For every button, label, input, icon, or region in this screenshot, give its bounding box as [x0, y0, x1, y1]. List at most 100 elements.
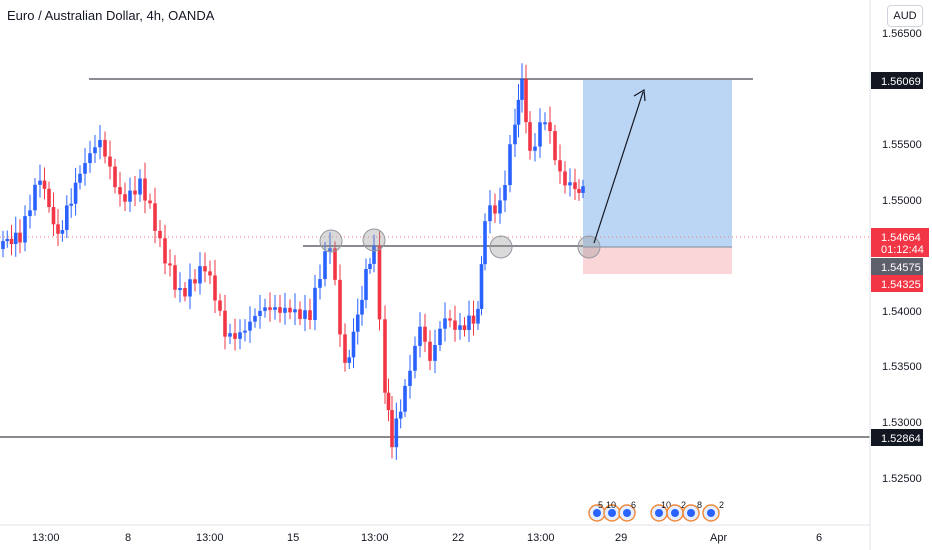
candle-body [548, 122, 552, 132]
candle-body [377, 245, 382, 320]
price-tick: 1.53000 [882, 417, 922, 429]
candle-body [488, 205, 492, 222]
candle-body [168, 263, 172, 266]
candle-body [538, 122, 542, 147]
candle-body [123, 194, 127, 202]
candle-body [479, 264, 484, 309]
svg-text:1.56069: 1.56069 [881, 76, 921, 88]
svg-text:1.54325: 1.54325 [881, 279, 921, 291]
currency-button[interactable]: AUD [887, 5, 923, 27]
candle-body [253, 315, 257, 322]
candle-body [577, 189, 581, 193]
candle-body [1, 241, 5, 250]
candle-body [188, 279, 192, 297]
touch-marker[interactable] [362, 228, 386, 252]
event-count: 5 [598, 500, 603, 510]
candle-body [563, 171, 567, 186]
touch-marker[interactable] [489, 235, 513, 259]
candle-body [398, 411, 403, 419]
candle-body [520, 79, 524, 100]
entry-price-label: 1.54575 [871, 258, 923, 275]
candle-body [273, 307, 277, 310]
candle-body [13, 232, 18, 245]
candle-body [143, 178, 147, 201]
event-icon[interactable] [603, 504, 621, 522]
event-icon[interactable] [682, 504, 700, 522]
candle-body [118, 187, 122, 195]
event-icon[interactable] [666, 504, 684, 522]
candle-body [498, 200, 502, 214]
candle-body [360, 299, 364, 315]
resistance-price-label: 1.56069 [871, 72, 923, 89]
candle-body [278, 307, 282, 313]
candle-body [408, 370, 412, 386]
candle-body [93, 147, 97, 154]
candle-body [173, 265, 177, 290]
candle-body [298, 309, 302, 319]
candle-body [483, 221, 487, 265]
candle-body [128, 190, 132, 202]
candle-body [38, 180, 42, 185]
candle-body [318, 279, 322, 288]
svg-text:01:12:44: 01:12:44 [881, 244, 924, 256]
candle-body [69, 203, 73, 206]
candle-body [403, 385, 407, 412]
candle-body [153, 203, 157, 231]
touch-marker[interactable] [319, 229, 343, 253]
candle-body [223, 310, 227, 337]
price-tick: 1.54000 [882, 306, 922, 318]
candle-body [438, 328, 442, 346]
price-tick: 1.52500 [882, 473, 922, 485]
time-tick: 8 [125, 532, 131, 544]
event-icon[interactable] [702, 504, 720, 522]
candles [1, 63, 585, 460]
candle-body [364, 268, 368, 300]
candle-body [558, 160, 562, 172]
candle-body [138, 178, 142, 195]
candle-body [347, 357, 352, 363]
event-count: 6 [631, 500, 636, 510]
time-axis[interactable]: 13:00 8 13:00 15 13:00 22 13:00 29 Apr 6 [0, 524, 870, 544]
candle-body [233, 333, 237, 339]
candle-body [98, 139, 102, 148]
candle-body [368, 263, 372, 269]
event-count: 10 [661, 500, 671, 510]
event-count: 8 [697, 500, 702, 510]
candle-body [203, 266, 207, 272]
time-tick: 22 [452, 532, 464, 544]
touch-markers [319, 228, 601, 259]
target-zone[interactable] [583, 80, 732, 247]
time-tick: Apr [710, 532, 727, 544]
price-axis[interactable]: 1.56500 1.55500 1.55000 1.54000 1.53500 … [869, 0, 929, 550]
price-tick: 1.55000 [882, 195, 922, 207]
candle-body [508, 144, 512, 186]
price-tick: 1.55500 [882, 139, 922, 151]
candle-body [56, 224, 60, 234]
candle-body [333, 248, 337, 280]
candle-body [513, 124, 517, 145]
event-icon[interactable] [618, 504, 636, 522]
candle-body [283, 307, 287, 313]
candle-body [516, 99, 521, 125]
candle-body [433, 345, 437, 361]
candle-body [213, 275, 217, 301]
candle-body [413, 345, 417, 371]
support-price-label: 1.52864 [871, 429, 923, 446]
candle-body [533, 146, 537, 151]
candle-body [372, 245, 376, 264]
candle-body [573, 182, 577, 190]
projection-arrow[interactable] [593, 88, 646, 244]
candle-body [33, 184, 37, 211]
candle-body [423, 326, 427, 342]
stop-zone[interactable] [583, 247, 732, 274]
candle-body [193, 279, 197, 284]
candle-body [60, 230, 65, 234]
chart-title: Euro / Australian Dollar, 4h, OANDA [7, 8, 215, 23]
candle-body [323, 251, 327, 280]
candle-body [568, 182, 572, 186]
candle-body [198, 266, 202, 284]
candle-body [448, 318, 452, 321]
touch-marker[interactable] [577, 235, 601, 259]
